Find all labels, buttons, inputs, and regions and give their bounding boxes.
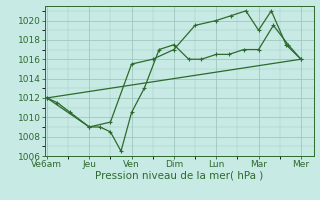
X-axis label: Pression niveau de la mer( hPa ): Pression niveau de la mer( hPa ) [95, 171, 263, 181]
